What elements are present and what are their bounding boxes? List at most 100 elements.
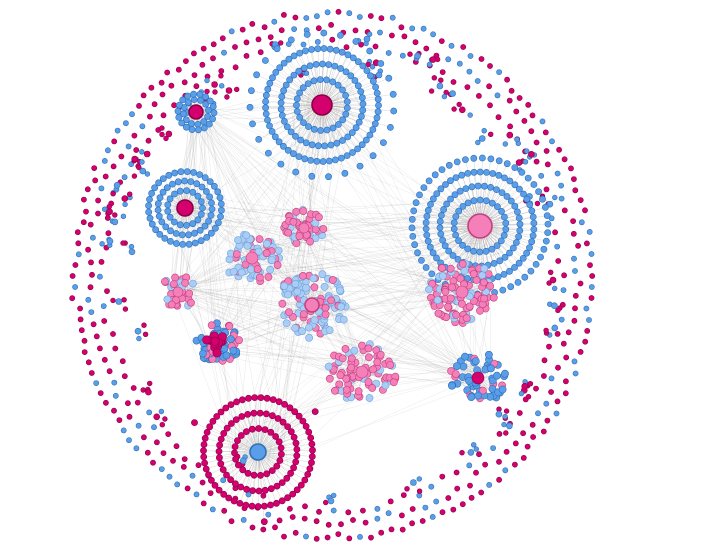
- cluster-pink-left-leaf-node[interactable]: [181, 279, 189, 287]
- magenta-periphery-node[interactable]: [140, 434, 147, 441]
- hub-right-leaf-node[interactable]: [527, 267, 535, 275]
- magenta-periphery-node[interactable]: [92, 177, 99, 184]
- magenta-node[interactable]: [224, 94, 230, 100]
- blue-periphery-node[interactable]: [553, 410, 560, 417]
- blue-periphery-node[interactable]: [466, 462, 473, 469]
- magenta-periphery-node[interactable]: [588, 295, 595, 301]
- hub-left-leaf-node[interactable]: [207, 229, 215, 237]
- magenta-node[interactable]: [120, 240, 126, 246]
- cluster-upper-pink-leaf-node[interactable]: [295, 232, 304, 241]
- hub-left-leaf-node[interactable]: [214, 219, 222, 226]
- hub-top-center-leaf-node[interactable]: [307, 156, 315, 164]
- hub-left-leaf-node[interactable]: [197, 237, 205, 245]
- magenta-periphery-node[interactable]: [148, 84, 155, 91]
- cluster-lightblue-upper-leaf-node[interactable]: [237, 268, 246, 277]
- hub-bottom-leaf-node[interactable]: [248, 425, 256, 433]
- magenta-node[interactable]: [136, 164, 142, 171]
- cluster-pink-right-leaf-node[interactable]: [462, 314, 471, 323]
- hub-top-center-leaf-node[interactable]: [253, 71, 260, 79]
- hub-right-leaf-node[interactable]: [411, 241, 418, 249]
- blue-node[interactable]: [501, 421, 507, 428]
- hub-left-leaf-node[interactable]: [196, 171, 203, 178]
- magenta-periphery-node[interactable]: [529, 112, 536, 119]
- hub-top-center-leaf-node[interactable]: [272, 69, 280, 76]
- blue-periphery-node[interactable]: [554, 170, 561, 177]
- blue-periphery-node[interactable]: [543, 400, 550, 407]
- magenta-periphery-node[interactable]: [368, 534, 374, 541]
- hub-right-leaf-node[interactable]: [410, 207, 418, 215]
- hub-top-center-leaf-node[interactable]: [366, 47, 374, 55]
- hub-left-leaf-node[interactable]: [166, 237, 174, 245]
- hub-left-leaf-node[interactable]: [211, 224, 219, 232]
- hub-left-leaf-node[interactable]: [162, 223, 170, 231]
- magenta-periphery-node[interactable]: [88, 370, 95, 376]
- magenta-periphery-node[interactable]: [218, 68, 225, 74]
- magenta-periphery-node[interactable]: [272, 524, 278, 531]
- blue-node[interactable]: [204, 77, 210, 84]
- hub-right-leaf-node[interactable]: [516, 227, 524, 234]
- hub-left-leaf-node[interactable]: [155, 179, 162, 187]
- hub-bottom-leaf-node[interactable]: [306, 465, 314, 472]
- hub-bottom-leaf-node[interactable]: [283, 474, 291, 482]
- hub-left-leaf-node[interactable]: [166, 213, 174, 221]
- hub-bottom-leaf-node[interactable]: [200, 441, 208, 448]
- hub-right-leaf-node[interactable]: [489, 170, 497, 177]
- cluster-pink-right-leaf-node[interactable]: [476, 306, 484, 315]
- cluster-lightblue-upper-leaf-node[interactable]: [253, 265, 262, 274]
- blue-node[interactable]: [99, 241, 105, 247]
- blue-node[interactable]: [416, 476, 422, 482]
- blue-periphery-node[interactable]: [123, 120, 129, 127]
- magenta-periphery-node[interactable]: [191, 72, 198, 78]
- magenta-periphery-node[interactable]: [570, 230, 577, 237]
- magenta-small-hub[interactable]: [143, 150, 151, 158]
- hub-bottom-leaf-node[interactable]: [255, 425, 263, 432]
- magenta-periphery-node[interactable]: [232, 44, 238, 50]
- cluster-pink-right-leaf-node[interactable]: [480, 294, 488, 303]
- hub-top-center-leaf-node[interactable]: [300, 119, 307, 126]
- cluster-dense-left-leaf-node[interactable]: [225, 322, 234, 331]
- cluster-pink-center-bottom-leaf-node[interactable]: [373, 358, 382, 367]
- hub-bottom-leaf-node[interactable]: [200, 447, 207, 455]
- cluster-central-lightblue-leaf-node[interactable]: [291, 324, 299, 332]
- hub-left-leaf-node[interactable]: [178, 231, 186, 239]
- hub-bottom-leaf-node[interactable]: [238, 413, 246, 420]
- magenta-periphery-node[interactable]: [450, 506, 457, 513]
- hub-right-leaf-node[interactable]: [416, 191, 423, 199]
- hub-top-center-leaf-node[interactable]: [299, 84, 307, 92]
- hub-top-center-leaf-node[interactable]: [273, 45, 281, 53]
- hub-left-leaf-node[interactable]: [148, 220, 156, 228]
- cluster-pink-right-leaf-node[interactable]: [438, 271, 447, 280]
- magenta-periphery-node[interactable]: [69, 295, 76, 302]
- magenta-periphery-node[interactable]: [412, 39, 419, 46]
- cluster-mixed-bottom-right-leaf-node[interactable]: [471, 357, 480, 365]
- magenta-periphery-node[interactable]: [572, 187, 579, 194]
- magenta-periphery-node[interactable]: [243, 53, 250, 59]
- hub-right-leaf-node[interactable]: [428, 270, 436, 278]
- magenta-periphery-node[interactable]: [400, 492, 407, 498]
- hub-top-center-leaf-node[interactable]: [347, 72, 355, 80]
- cluster-lightblue-upper-leaf-node[interactable]: [262, 249, 271, 258]
- magenta-node[interactable]: [534, 200, 541, 207]
- blue-periphery-node[interactable]: [221, 49, 227, 56]
- hub-top-center-leaf-node[interactable]: [320, 29, 328, 37]
- hub-top-center-leaf-node[interactable]: [262, 110, 270, 118]
- hub-top-center-leaf-node[interactable]: [287, 128, 295, 136]
- magenta-node[interactable]: [212, 89, 218, 95]
- blue-periphery-node[interactable]: [430, 31, 436, 38]
- hub-bottom-leaf-node[interactable]: [261, 486, 269, 494]
- hub-right-leaf-node[interactable]: [507, 283, 515, 291]
- magenta-small-hub[interactable]: [211, 81, 218, 88]
- hub-left-leaf-node[interactable]: [210, 182, 218, 190]
- cluster-central-lightblue-leaf-node[interactable]: [325, 326, 334, 334]
- hub-right-leaf-node[interactable]: [515, 233, 522, 240]
- hub-right-leaf-node[interactable]: [459, 202, 467, 210]
- blue-small-hub[interactable]: [115, 298, 123, 305]
- hub-left-leaf-node[interactable]: [145, 208, 153, 216]
- hub-top-center-leaf-node[interactable]: [339, 86, 346, 94]
- hub-right-leaf-node[interactable]: [436, 218, 444, 225]
- blue-periphery-node[interactable]: [385, 510, 392, 517]
- hub-bottom-leaf-node[interactable]: [257, 471, 264, 479]
- hub-right-leaf-node[interactable]: [495, 157, 503, 165]
- hub-left-leaf-node[interactable]: [155, 212, 163, 220]
- hub-bottom-leaf-node[interactable]: [278, 479, 286, 486]
